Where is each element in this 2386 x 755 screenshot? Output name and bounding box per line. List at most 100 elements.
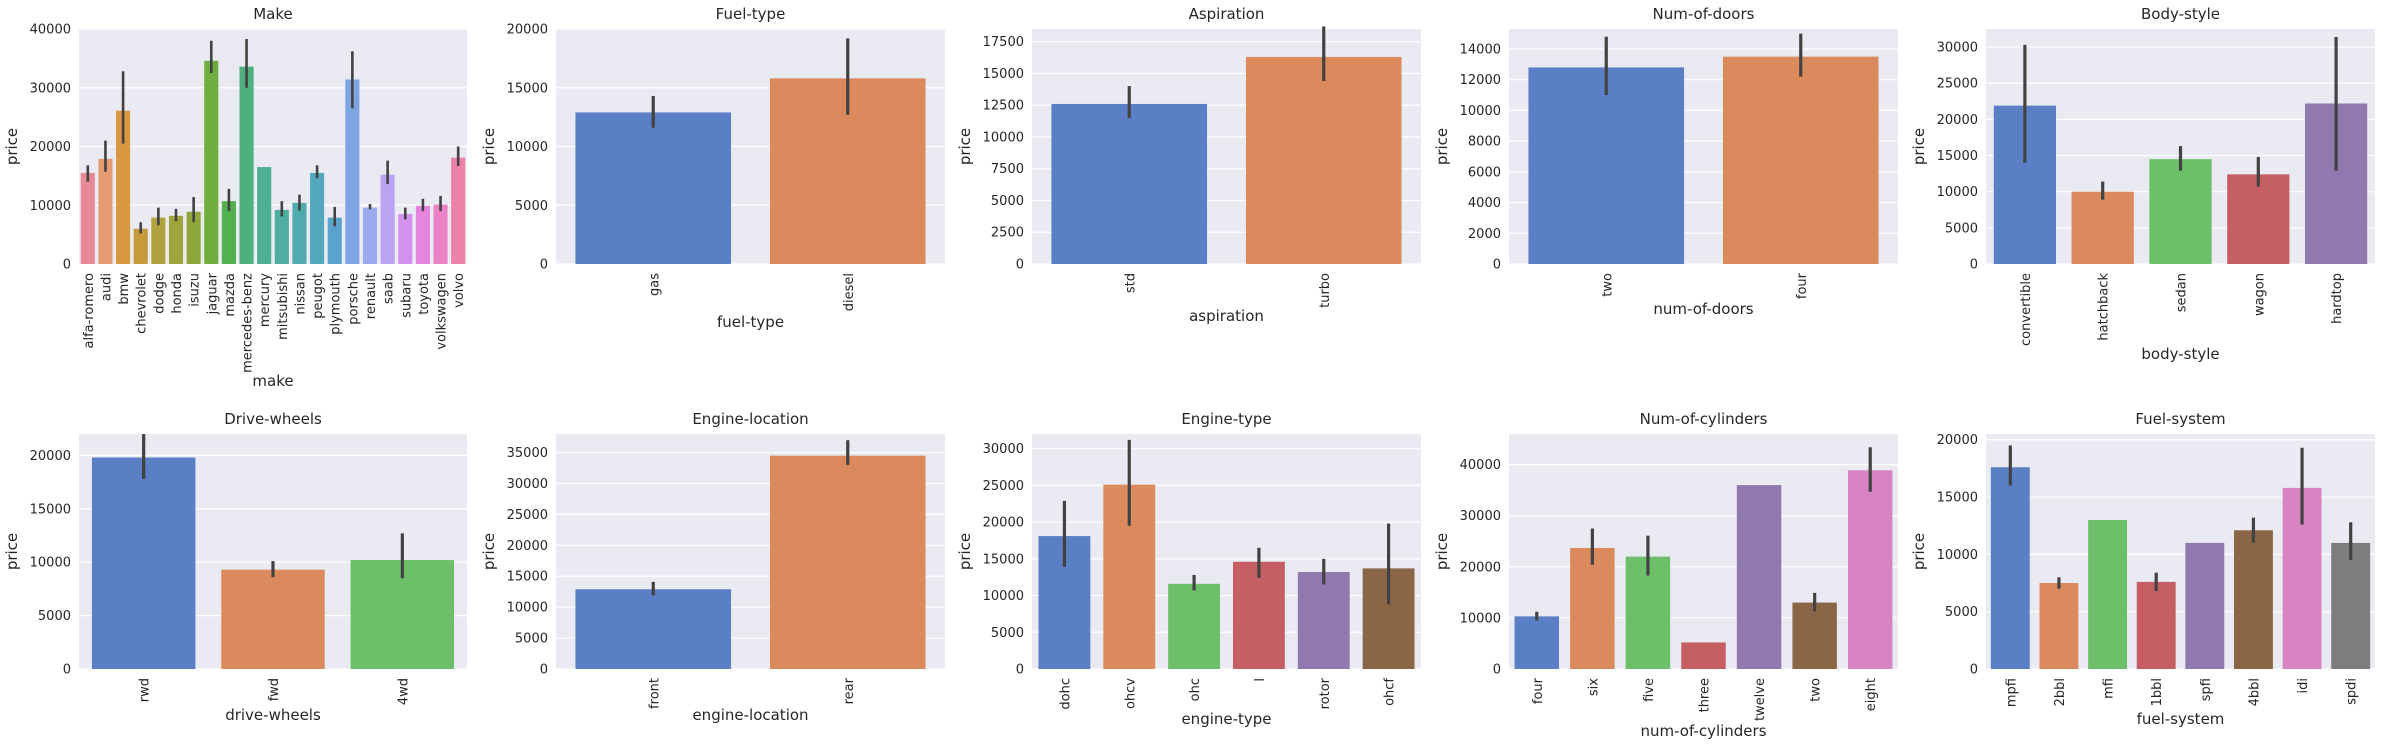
y-tick-label: 30000 bbox=[1937, 41, 1978, 56]
y-tick-label: 5000 bbox=[38, 609, 71, 624]
x-axis-label: fuel-type bbox=[717, 313, 784, 331]
bar bbox=[204, 60, 219, 264]
y-tick-label: 10000 bbox=[1460, 611, 1501, 626]
bar bbox=[168, 215, 184, 264]
y-tick-label: 10000 bbox=[983, 130, 1024, 145]
subplot-title: Fuel-type bbox=[716, 5, 786, 23]
y-tick-label: 0 bbox=[1970, 258, 1978, 273]
y-tick-label: 10000 bbox=[507, 140, 548, 155]
x-tick-label: rotor bbox=[1318, 677, 1333, 709]
bar bbox=[415, 205, 430, 264]
x-tick-label: wagon bbox=[2252, 273, 2267, 316]
y-axis-label: price bbox=[1433, 533, 1451, 570]
bar bbox=[151, 217, 166, 264]
y-tick-label: 5000 bbox=[991, 626, 1024, 641]
y-tick-label: 25000 bbox=[983, 479, 1024, 494]
y-tick-label: 8000 bbox=[1468, 135, 1501, 150]
x-tick-label: bmw bbox=[117, 273, 132, 305]
y-tick-label: 5000 bbox=[1945, 221, 1978, 236]
x-tick-label: ohcv bbox=[1123, 678, 1138, 709]
bar bbox=[1051, 103, 1208, 264]
x-tick-label: two bbox=[1809, 678, 1824, 702]
subplot-title: Fuel-system bbox=[2135, 410, 2225, 428]
y-tick-label: 15000 bbox=[507, 81, 548, 96]
x-tick-label: turbo bbox=[1318, 273, 1333, 308]
y-tick-label: 30000 bbox=[1460, 509, 1501, 524]
x-tick-label: 2bbl bbox=[2053, 678, 2068, 706]
x-axis-label: engine-location bbox=[692, 706, 808, 724]
bar bbox=[575, 589, 732, 669]
x-tick-label: four bbox=[1795, 272, 1810, 299]
bar bbox=[2331, 542, 2371, 669]
bar bbox=[239, 66, 254, 264]
subplot-title: Engine-type bbox=[1181, 410, 1271, 428]
y-axis-label: price bbox=[1910, 533, 1928, 570]
bar bbox=[186, 211, 201, 264]
x-tick-label: subaru bbox=[399, 273, 414, 318]
y-tick-label: 20000 bbox=[1937, 113, 1978, 128]
y-axis-label: price bbox=[3, 128, 21, 165]
plot-background bbox=[1032, 434, 1421, 669]
x-tick-label: mpfi bbox=[2004, 678, 2019, 707]
bar bbox=[1792, 602, 1837, 669]
y-tick-label: 10000 bbox=[507, 601, 548, 616]
subplot-title: Body-style bbox=[2141, 5, 2220, 23]
bar bbox=[769, 455, 926, 669]
x-tick-label: two bbox=[1600, 273, 1615, 297]
subplot-title: Engine-location bbox=[692, 410, 808, 428]
x-tick-label: rear bbox=[842, 677, 857, 704]
x-tick-label: rwd bbox=[138, 678, 153, 702]
subplot-body-style: 0 5000 10000 15000 20000 25000 30000 convertibl… bbox=[1910, 5, 2375, 363]
bar bbox=[1168, 583, 1221, 669]
x-tick-label: six bbox=[1586, 678, 1601, 696]
x-tick-label: nissan bbox=[293, 273, 308, 315]
y-axis-label: price bbox=[480, 533, 498, 570]
bar bbox=[292, 202, 307, 264]
x-tick-label: eight bbox=[1864, 678, 1879, 711]
bar bbox=[2185, 542, 2225, 669]
bar bbox=[2149, 159, 2212, 264]
y-tick-label: 7500 bbox=[991, 162, 1024, 177]
y-axis-label: price bbox=[480, 128, 498, 165]
bar bbox=[1245, 56, 1402, 264]
y-tick-label: 5000 bbox=[1945, 605, 1978, 620]
y-tick-label: 0 bbox=[63, 258, 71, 273]
x-tick-label: toyota bbox=[417, 273, 432, 315]
bar bbox=[1736, 485, 1782, 669]
x-axis-label: make bbox=[252, 372, 293, 390]
y-tick-label: 4000 bbox=[1468, 196, 1501, 211]
x-tick-label: mazda bbox=[223, 273, 238, 317]
bar bbox=[2233, 530, 2273, 669]
y-tick-label: 30000 bbox=[983, 442, 1024, 457]
x-tick-label: hatchback bbox=[2097, 273, 2112, 341]
x-tick-label: saab bbox=[382, 273, 397, 304]
bar bbox=[133, 228, 148, 264]
subplot-fuel-system: 0 5000 10000 15000 20000 mpfi 2bbl mfi 1bbl spfi 4… bbox=[1910, 410, 2375, 728]
x-tick-label: front bbox=[647, 678, 662, 709]
y-tick-label: 12000 bbox=[1460, 73, 1501, 88]
plot-background bbox=[1509, 434, 1898, 669]
y-tick-label: 0 bbox=[1493, 258, 1501, 273]
x-tick-label: mercedes-benz bbox=[241, 273, 256, 373]
bar bbox=[2039, 583, 2079, 669]
x-tick-label: ohc bbox=[1188, 678, 1203, 701]
x-tick-label: volkswagen bbox=[435, 273, 450, 350]
bar bbox=[80, 172, 95, 264]
subplot-title: Make bbox=[253, 5, 293, 23]
y-axis-label: price bbox=[3, 533, 21, 570]
y-tick-label: 0 bbox=[63, 663, 71, 678]
y-tick-label: 25000 bbox=[1937, 77, 1978, 92]
y-tick-label: 12500 bbox=[983, 99, 1024, 114]
bar bbox=[2136, 581, 2176, 669]
x-axis-label: body-style bbox=[2141, 345, 2219, 363]
bar bbox=[451, 157, 466, 264]
x-tick-label: three bbox=[1698, 678, 1713, 712]
subplot-drive-wheels: 0 5000 10000 15000 20000 rwd fwd 4wd Drive-wheel… bbox=[3, 410, 467, 724]
y-tick-label: 20000 bbox=[30, 449, 71, 464]
y-tick-label: 15000 bbox=[507, 570, 548, 585]
y-tick-label: 0 bbox=[1016, 258, 1024, 273]
bar bbox=[1297, 572, 1350, 669]
x-tick-label: dohc bbox=[1058, 678, 1073, 710]
y-tick-label: 20000 bbox=[30, 140, 71, 155]
y-tick-label: 10000 bbox=[1937, 548, 1978, 563]
